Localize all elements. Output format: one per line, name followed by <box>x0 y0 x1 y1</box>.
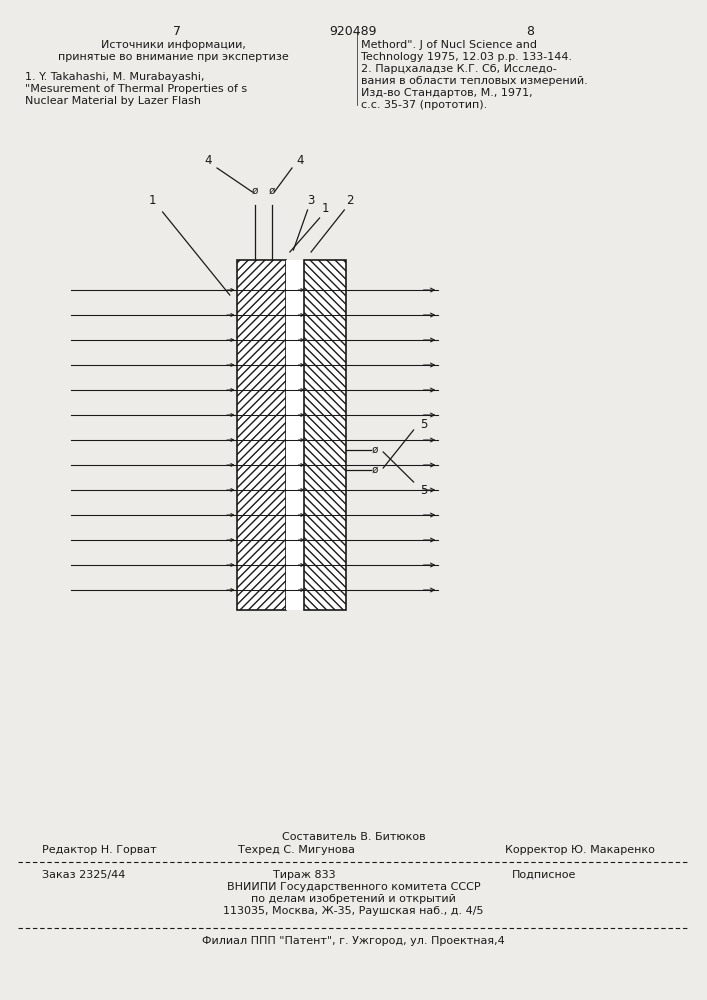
Text: ø: ø <box>251 186 258 196</box>
Text: 1. Y. Takahashi, M. Murabayashi,: 1. Y. Takahashi, M. Murabayashi, <box>25 72 204 82</box>
Text: 4: 4 <box>205 153 212 166</box>
Text: Подписное: Подписное <box>512 870 577 880</box>
Bar <box>286 260 304 610</box>
Text: 1: 1 <box>322 202 329 215</box>
Text: ВНИИПИ Государственного комитета СССР: ВНИИПИ Государственного комитета СССР <box>227 882 480 892</box>
Text: ø: ø <box>269 186 276 196</box>
Text: 1: 1 <box>148 194 156 207</box>
Text: Technology 1975, 12.03 p.p. 133-144.: Technology 1975, 12.03 p.p. 133-144. <box>361 52 572 62</box>
Text: ø: ø <box>372 445 378 455</box>
Text: 2: 2 <box>346 194 354 207</box>
Text: 920489: 920489 <box>329 25 378 38</box>
Text: 5: 5 <box>421 484 428 496</box>
Text: Nuclear Material by Lazer Flash: Nuclear Material by Lazer Flash <box>25 96 201 106</box>
Text: 4: 4 <box>297 153 304 166</box>
Text: "Mesurement of Thermal Properties of s: "Mesurement of Thermal Properties of s <box>25 84 247 94</box>
Text: Источники информации,: Источники информации, <box>101 40 245 50</box>
Text: 3: 3 <box>308 194 315 207</box>
Text: 8: 8 <box>526 25 534 38</box>
Text: Составитель В. Битюков: Составитель В. Битюков <box>281 832 426 842</box>
Text: с.с. 35-37 (прототип).: с.с. 35-37 (прототип). <box>361 100 487 110</box>
Text: принятые во внимание при экспертизе: принятые во внимание при экспертизе <box>58 52 288 62</box>
Bar <box>237 260 286 610</box>
Text: Филиал ППП "Патент", г. Ужгород, ул. Проектная,4: Филиал ППП "Патент", г. Ужгород, ул. Про… <box>202 936 505 946</box>
Text: 2. Парцхаладзе К.Г. Сб, Исследо-: 2. Парцхаладзе К.Г. Сб, Исследо- <box>361 64 556 74</box>
Text: по делам изобретений и открытий: по делам изобретений и открытий <box>251 894 456 904</box>
Text: Заказ 2325/44: Заказ 2325/44 <box>42 870 126 880</box>
Text: вания в области тепловых измерений.: вания в области тепловых измерений. <box>361 76 588 86</box>
Text: ø: ø <box>372 465 378 475</box>
Text: 7: 7 <box>173 25 181 38</box>
Text: Редактор Н. Горват: Редактор Н. Горват <box>42 845 157 855</box>
Text: 113035, Москва, Ж-35, Раушская наб., д. 4/5: 113035, Москва, Ж-35, Раушская наб., д. … <box>223 906 484 916</box>
Text: Methord". J of NucI Science and: Methord". J of NucI Science and <box>361 40 537 50</box>
Text: 5: 5 <box>421 418 428 432</box>
Text: Изд-во Стандартов, М., 1971,: Изд-во Стандартов, М., 1971, <box>361 88 532 98</box>
Text: Корректор Ю. Макаренко: Корректор Ю. Макаренко <box>505 845 655 855</box>
Text: Техред С. Мигунова: Техред С. Мигунова <box>238 845 356 855</box>
Bar <box>304 260 346 610</box>
Text: Тираж 833: Тираж 833 <box>273 870 335 880</box>
